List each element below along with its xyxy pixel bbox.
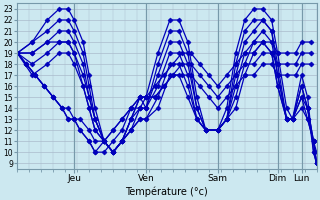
X-axis label: Température (°c): Température (°c) xyxy=(125,186,208,197)
